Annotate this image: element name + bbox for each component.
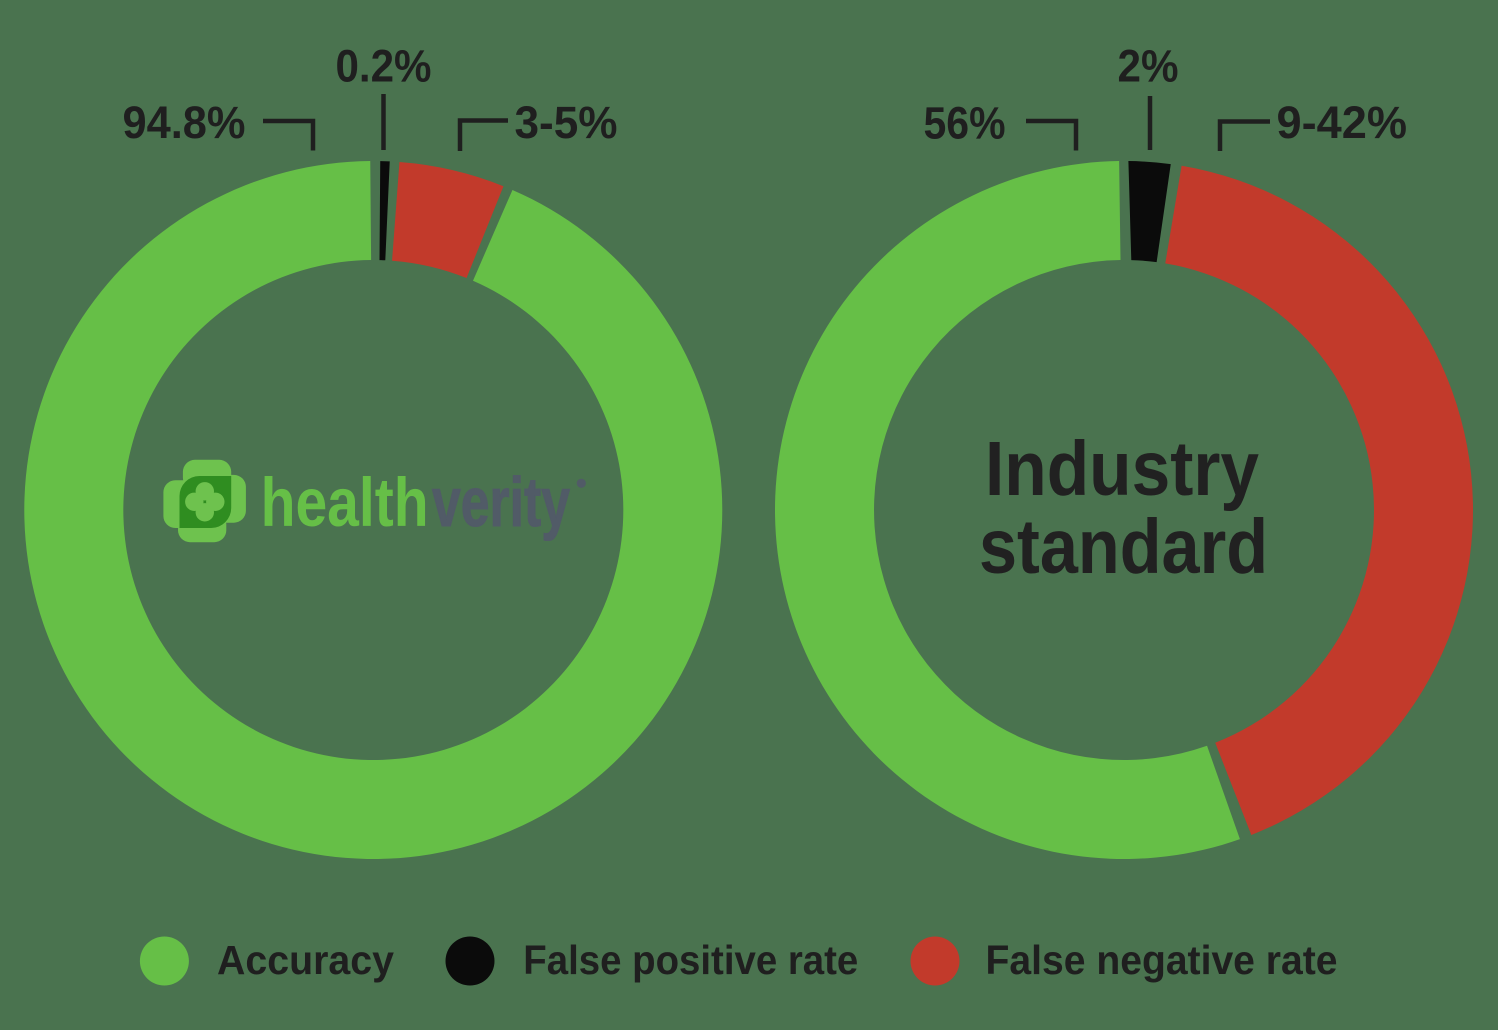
- svg-text:3-5%: 3-5%: [515, 97, 618, 148]
- svg-text:0.2%: 0.2%: [336, 41, 432, 92]
- svg-text:2%: 2%: [1118, 41, 1179, 92]
- svg-text:health: health: [261, 464, 429, 541]
- svg-text:94.8%: 94.8%: [123, 97, 246, 148]
- svg-text:Accuracy: Accuracy: [217, 937, 394, 983]
- svg-text:False negative rate: False negative rate: [986, 937, 1338, 983]
- svg-text:9-42%: 9-42%: [1277, 97, 1408, 148]
- svg-text:standard: standard: [979, 504, 1268, 590]
- svg-text:False positive rate: False positive rate: [523, 937, 858, 983]
- svg-text:verity: verity: [432, 463, 570, 541]
- svg-text:Industry: Industry: [985, 426, 1259, 512]
- svg-text:56%: 56%: [924, 98, 1006, 149]
